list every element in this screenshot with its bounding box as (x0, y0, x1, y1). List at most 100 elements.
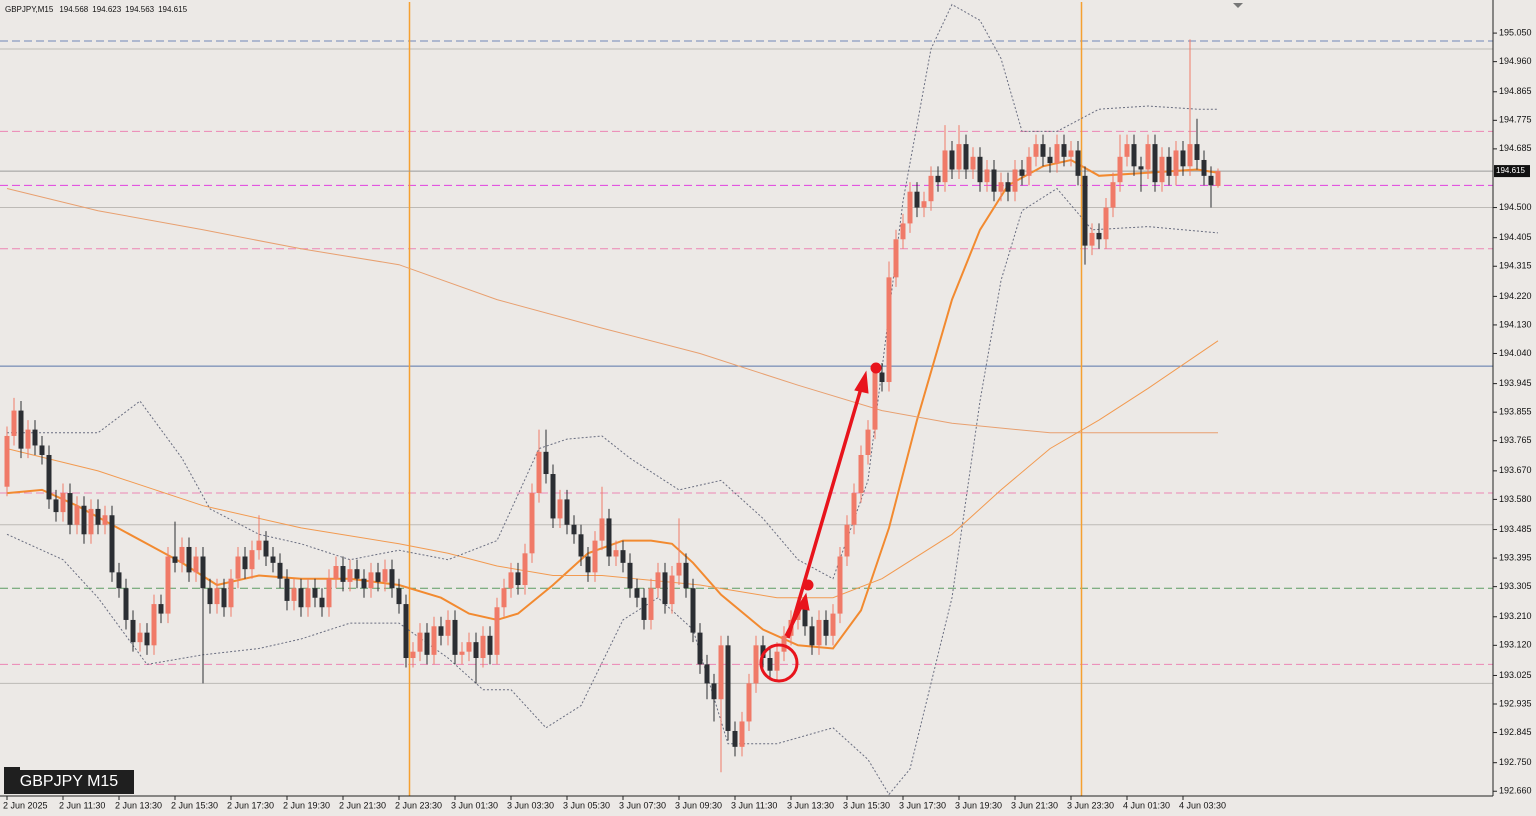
candle-body (39, 445, 45, 455)
candle-body (690, 588, 696, 633)
candle-body (312, 588, 318, 598)
y-tick-label: 193.305 (1499, 581, 1532, 591)
candle-body (396, 588, 402, 605)
candle-body (564, 499, 570, 525)
candle-body (991, 169, 997, 192)
candle-body (165, 556, 171, 614)
y-tick-label: 194.220 (1499, 291, 1532, 301)
x-tick-label: 3 Jun 19:30 (955, 800, 1002, 810)
x-tick-label: 3 Jun 15:30 (843, 800, 890, 810)
x-tick-label: 2 Jun 21:30 (339, 800, 386, 810)
candle-body (851, 493, 857, 525)
candle-body (354, 569, 360, 579)
candle-body (536, 451, 542, 494)
candle-body (627, 562, 633, 589)
candle-body (494, 607, 500, 655)
symbol-badge (4, 770, 134, 794)
indicator-line (7, 3, 1218, 580)
candle-body (977, 156, 983, 183)
candle-body (18, 410, 24, 449)
x-tick-label: 3 Jun 05:30 (563, 800, 610, 810)
y-tick-label: 194.405 (1499, 232, 1532, 242)
candle-body (389, 569, 395, 589)
candle-body (1117, 156, 1123, 183)
candle-body (1110, 182, 1116, 208)
candle-body (998, 182, 1004, 192)
y-tick-label: 194.685 (1499, 143, 1532, 153)
candle-body (662, 572, 668, 605)
candle-body (613, 550, 619, 557)
candle-body (53, 499, 59, 513)
candle-body (753, 645, 759, 684)
y-tick-label: 193.855 (1499, 407, 1532, 417)
candle-body (515, 572, 521, 586)
x-tick-label: 4 Jun 01:30 (1123, 800, 1170, 810)
x-tick-label: 3 Jun 01:30 (451, 800, 498, 810)
candle-body (445, 619, 451, 636)
candle-body (1194, 144, 1200, 160)
candle-body (67, 493, 73, 525)
y-tick-label: 195.050 (1499, 27, 1532, 37)
candle-body (872, 372, 878, 430)
candle-body (95, 508, 101, 525)
candle-body (305, 588, 311, 608)
candle-body (823, 619, 829, 636)
plot-area (0, 2, 1493, 796)
candle-body (620, 550, 626, 563)
candle-body (914, 191, 920, 208)
candle-body (921, 201, 927, 208)
candle-body (879, 372, 885, 383)
candle-body (193, 556, 199, 573)
candle-body (60, 493, 66, 513)
x-tick-label: 3 Jun 17:30 (899, 800, 946, 810)
candle-body (550, 474, 556, 519)
candle-body (74, 505, 80, 525)
candle-body (123, 588, 129, 620)
candle-body (760, 645, 766, 659)
candle-body (46, 454, 52, 500)
candle-body (1208, 175, 1214, 186)
x-tick-label: 2 Jun 15:30 (171, 800, 218, 810)
candle-body (466, 642, 472, 652)
y-tick-label: 193.025 (1499, 670, 1532, 680)
candle-body (1005, 182, 1011, 192)
candle-body (711, 683, 717, 700)
header-close: 194.615 (158, 5, 187, 14)
candle-body (256, 540, 262, 551)
symbol-badge-text: GBPJPY M15 (20, 773, 119, 790)
candle-body (522, 553, 528, 586)
candle-body (571, 524, 577, 535)
candle-body (1131, 144, 1137, 167)
candle-body (137, 632, 143, 643)
candle-body (1124, 144, 1130, 157)
y-tick-label: 194.315 (1499, 261, 1532, 271)
y-tick-label: 194.500 (1499, 202, 1532, 212)
y-tick-label: 193.120 (1499, 640, 1532, 650)
y-tick-label: 192.750 (1499, 757, 1532, 767)
candle-body (935, 175, 941, 183)
candle-body (179, 546, 185, 563)
candle-body (1166, 156, 1172, 176)
candle-body (970, 156, 976, 170)
candle-body (655, 572, 661, 589)
candle-body (88, 508, 94, 535)
candle-body (1159, 156, 1165, 183)
candle-body (886, 277, 892, 383)
arrow-head (854, 370, 869, 394)
candle-body (221, 588, 227, 608)
candle-body (704, 664, 710, 684)
candle-body (634, 588, 640, 598)
x-tick-label: 2 Jun 19:30 (283, 800, 330, 810)
candle-body (1026, 156, 1032, 176)
price-label: 194.615 (1496, 166, 1525, 175)
header-open: 194.568 (59, 5, 88, 14)
candle-body (1040, 144, 1046, 157)
highlight-circle (759, 643, 799, 683)
candle-body (109, 515, 115, 573)
candle-body (242, 556, 248, 570)
candle-body (767, 658, 773, 671)
y-tick-label: 193.765 (1499, 435, 1532, 445)
